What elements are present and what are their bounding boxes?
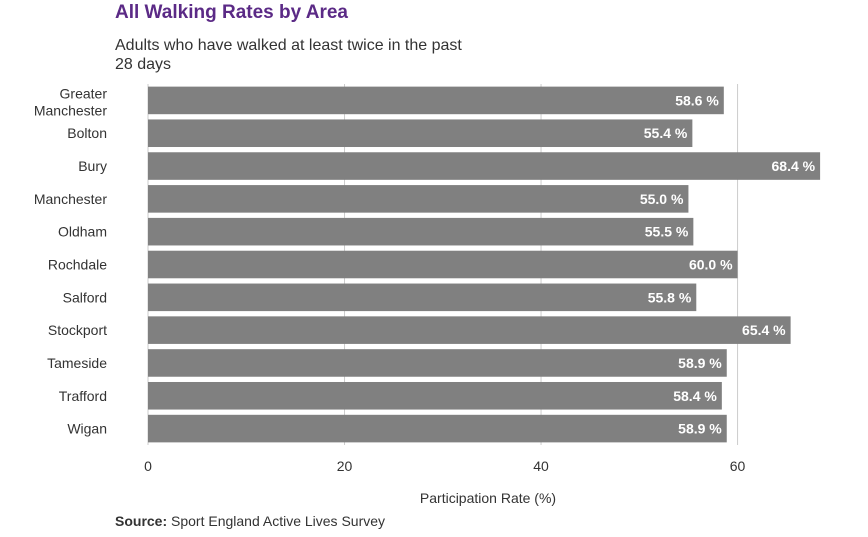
bar-manchester: [148, 185, 689, 213]
category-labels: Greater Manchester Bolton Bury Manchester Old…: [34, 85, 107, 436]
bar-bolton: [148, 119, 693, 148]
chart-subtitle: Adults who have walked at least twice in…: [115, 37, 462, 73]
source-text: Sport England Active Lives Survey: [171, 513, 386, 529]
x-tick-label-20: 20: [337, 458, 353, 474]
category-label-manchester: Manchester: [34, 191, 107, 207]
source-label: Source:: [115, 513, 168, 529]
x-tick-label-40: 40: [533, 458, 549, 474]
data-label-salford: 55.8 %: [648, 289, 692, 305]
category-label-salford: Salford: [63, 289, 107, 305]
source-note: Source: Sport England Active Lives Surve…: [115, 513, 385, 529]
category-label-tameside: Tameside: [47, 355, 107, 371]
bar-wigan: [148, 414, 727, 443]
x-tick-label-60: 60: [730, 458, 746, 474]
bar-bury: [148, 152, 821, 180]
data-label-tameside: 58.9 %: [678, 355, 722, 371]
bar-trafford: [148, 381, 722, 410]
category-label-rochdale: Rochdale: [48, 257, 107, 273]
data-label-greater-manchester: 58.6 %: [675, 92, 719, 108]
category-label-bury: Bury: [78, 158, 107, 174]
category-label-bolton: Bolton: [67, 125, 107, 141]
bar-salford: [148, 283, 697, 312]
x-tick-label-0: 0: [144, 458, 152, 474]
bar-oldham: [148, 217, 694, 246]
x-tick-labels: 0 20 40 60: [144, 458, 745, 474]
data-label-bury: 68.4 %: [772, 158, 816, 174]
bar-rochdale: [148, 250, 738, 279]
data-label-manchester: 55.0 %: [640, 191, 684, 207]
bar-greater-manchester: [148, 86, 724, 115]
data-label-rochdale: 60.0 %: [689, 257, 733, 273]
category-label-wigan: Wigan: [67, 421, 107, 437]
bars: 58.6 % 55.4 % 68.4 % 55.0 % 55.5 % 60.0 % 55.8…: [148, 86, 821, 443]
bar-stockport: [148, 316, 791, 344]
data-label-stockport: 65.4 %: [742, 322, 786, 338]
data-label-bolton: 55.4 %: [644, 125, 688, 141]
bar-tameside: [148, 349, 727, 377]
x-axis-label: Participation Rate (%): [420, 490, 556, 506]
category-label-greater-manchester: Greater Manchester: [34, 85, 107, 118]
chart-title: All Walking Rates by Area: [115, 2, 348, 23]
category-label-stockport: Stockport: [48, 322, 107, 338]
category-label-oldham: Oldham: [58, 224, 107, 240]
data-label-oldham: 55.5 %: [645, 224, 689, 240]
data-label-trafford: 58.4 %: [673, 388, 717, 404]
category-label-trafford: Trafford: [59, 388, 107, 404]
data-label-wigan: 58.9 %: [678, 421, 722, 437]
